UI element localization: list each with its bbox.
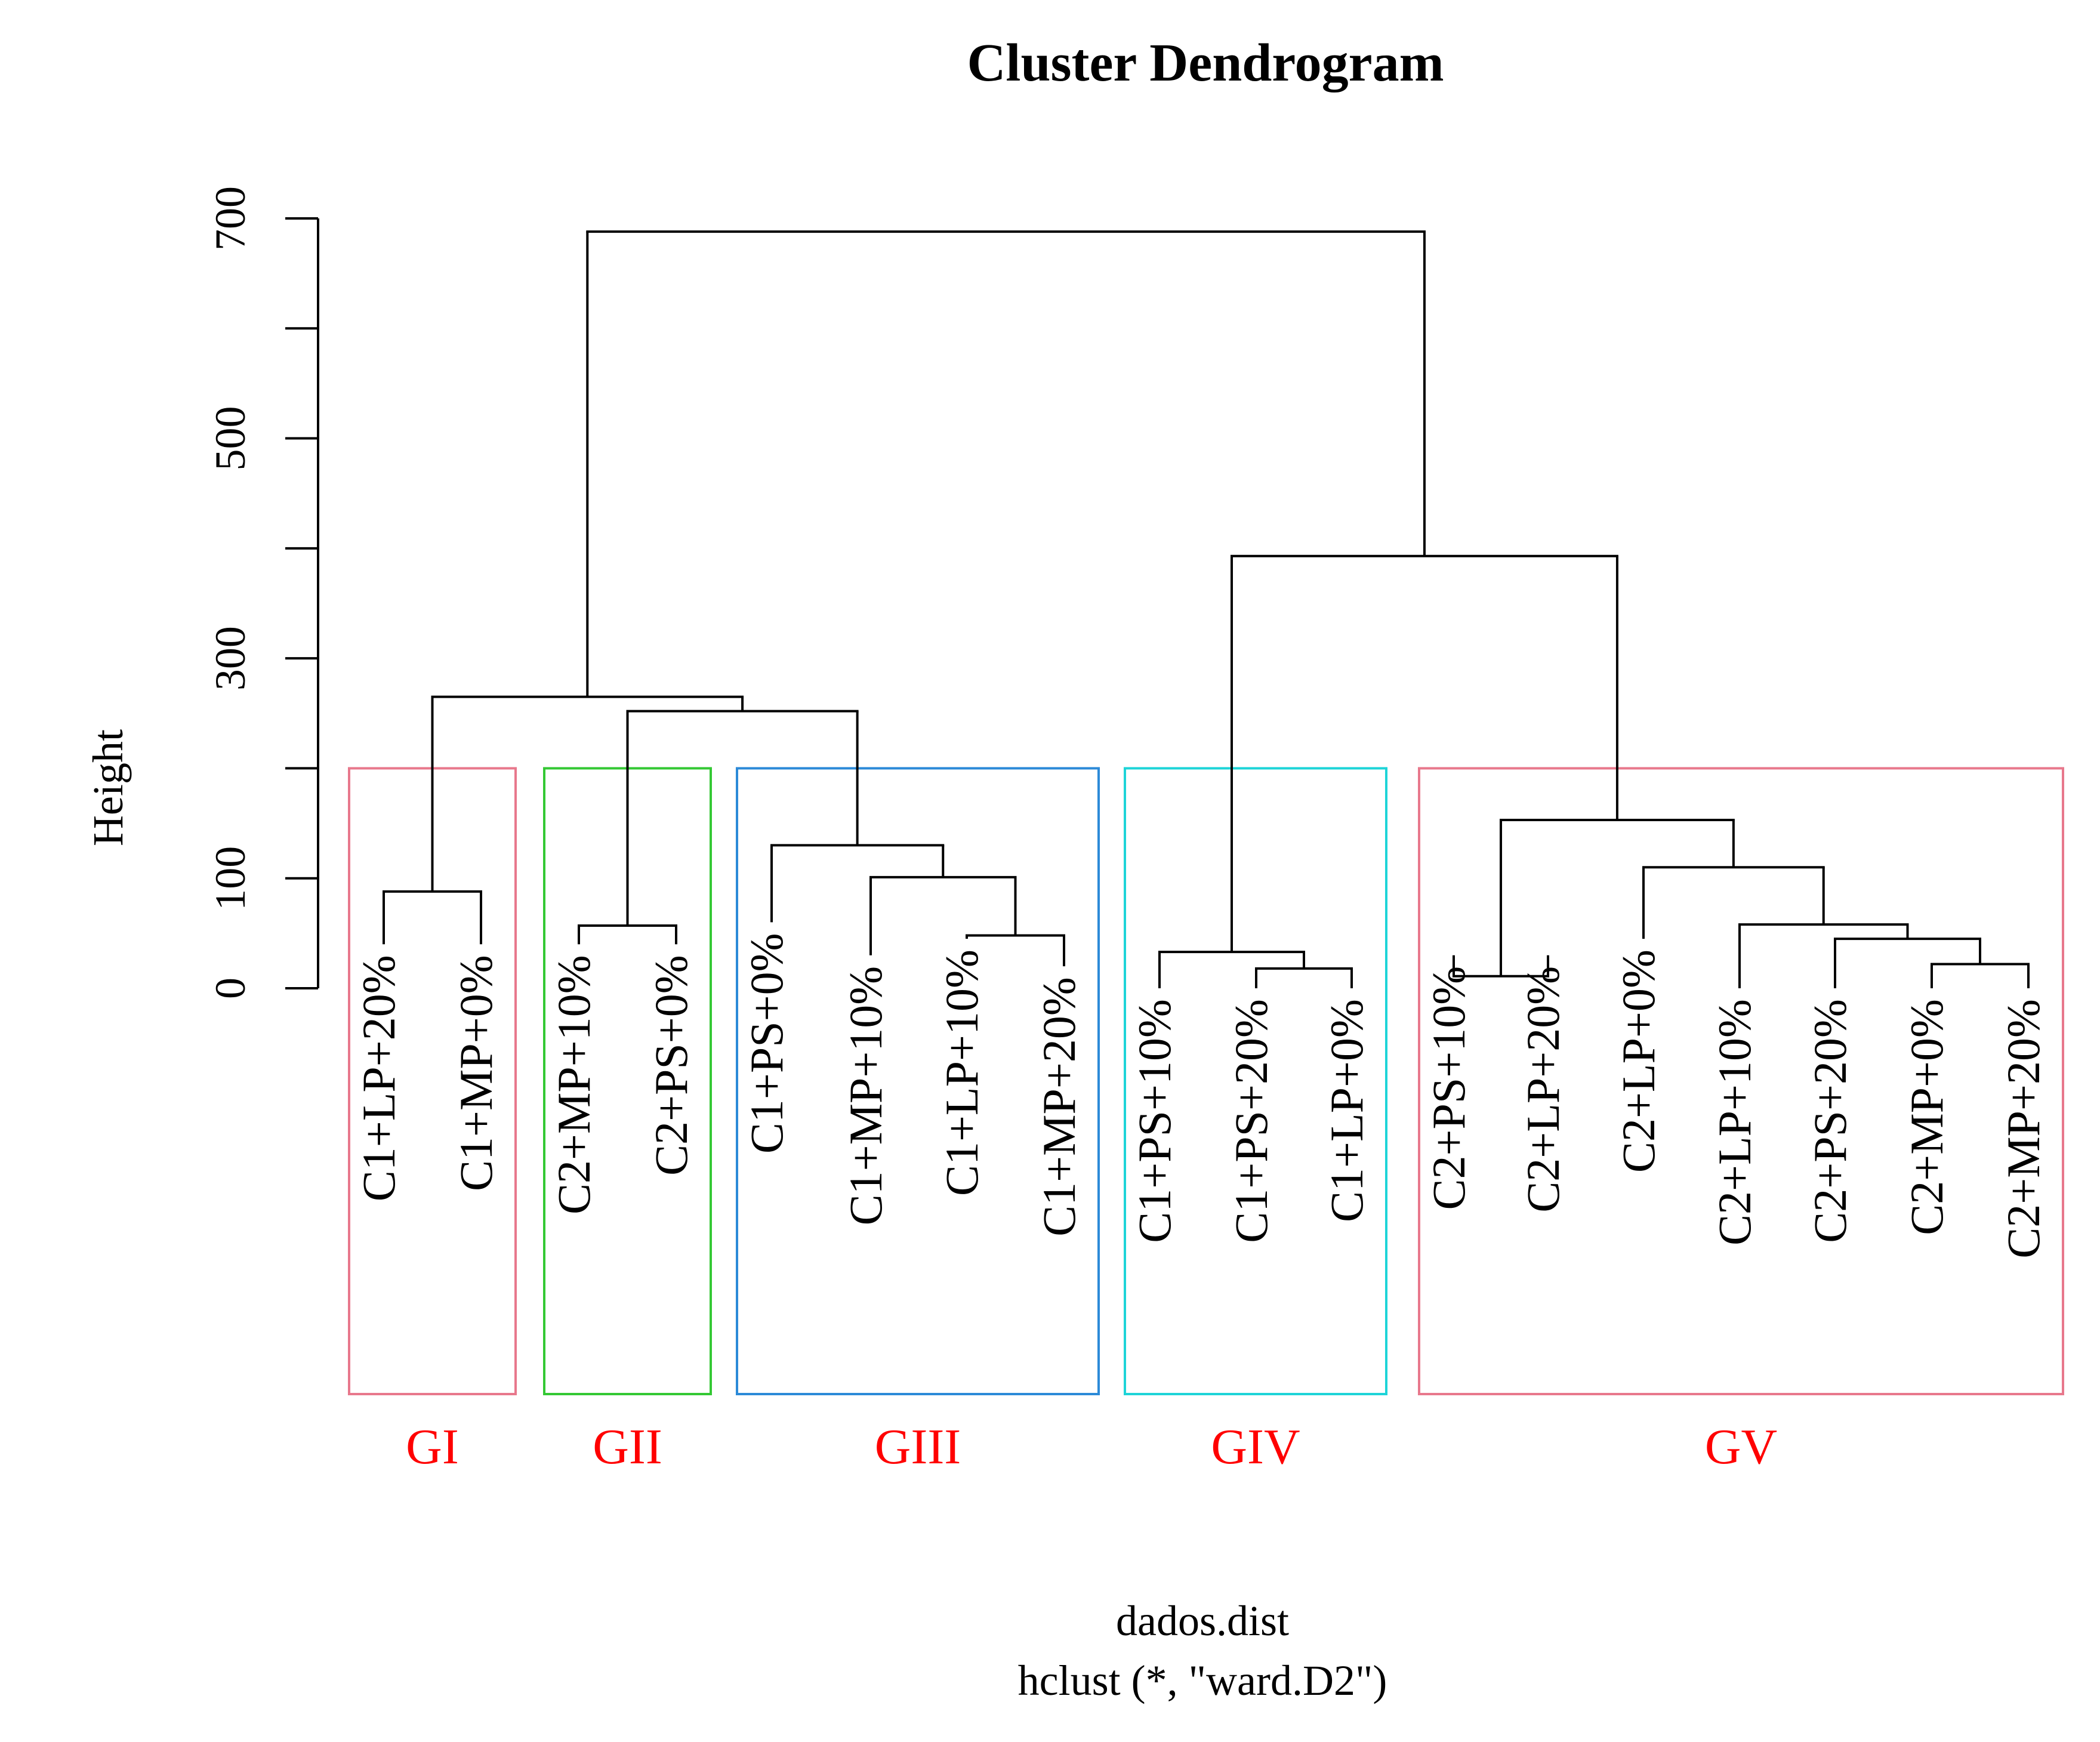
group-labels: GI GII GIII GIV GV (406, 1419, 1777, 1475)
leaf-label: C2+PS+0% (645, 955, 697, 1176)
x-axis-label-line1: dados.dist (1116, 1597, 1289, 1645)
leaf-label: C2+LP+0% (1612, 949, 1664, 1173)
leaf-label: C2+LP+10% (1709, 999, 1760, 1245)
leaf-label: C1+LP+10% (936, 949, 988, 1196)
group-box-giv (1124, 767, 1387, 1395)
chart-title: Cluster Dendrogram (967, 33, 1444, 93)
leaf-label: C2+LP+20% (1517, 966, 1569, 1213)
leaf-label: C1+MP+20% (1033, 977, 1085, 1237)
y-tick-label-300: 300 (206, 626, 254, 690)
y-axis: 0 100 300 500 700 (206, 186, 319, 999)
group-label-gv: GV (1705, 1419, 1777, 1475)
group-label-giv: GIV (1211, 1419, 1300, 1475)
group-label-giii: GIII (875, 1419, 961, 1475)
group-box-gv (1418, 767, 2064, 1395)
leaf-label: C1+LP+0% (1321, 999, 1373, 1222)
leaf-label: C2+PS+20% (1804, 999, 1856, 1243)
leaf-label: C2+MP+10% (548, 955, 600, 1214)
leaf-label: C2+MP+20% (1997, 999, 2049, 1259)
leaf-label: C1+PS+10% (1128, 999, 1180, 1243)
y-tick-label-500: 500 (206, 406, 254, 471)
leaf-labels: C1+LP+20% C1+MP+0% C2+MP+10% C2+PS+0% C1+PS+… (353, 933, 2049, 1258)
y-tick-label-700: 700 (206, 186, 254, 251)
leaf-label: C1+PS+20% (1225, 999, 1277, 1243)
leaf-label: C1+PS+0% (741, 933, 792, 1154)
group-box-giii (736, 767, 1100, 1395)
group-label-gi: GI (406, 1419, 459, 1475)
leaf-label: C1+MP+10% (840, 966, 892, 1226)
y-tick-label-0: 0 (206, 978, 254, 999)
dendrogram-branches (383, 230, 2030, 988)
x-axis-label-line2: hclust (*, "ward.D2") (1018, 1657, 1387, 1704)
leaf-label: C2+PS+10% (1423, 966, 1475, 1210)
y-axis-label: Height (84, 729, 132, 846)
group-label-gii: GII (593, 1419, 662, 1475)
leaf-label: C2+MP+0% (1901, 999, 1953, 1235)
leaf-label: C1+LP+20% (353, 955, 405, 1201)
leaf-label: C1+MP+0% (450, 955, 502, 1191)
y-tick-label-100: 100 (206, 846, 254, 911)
